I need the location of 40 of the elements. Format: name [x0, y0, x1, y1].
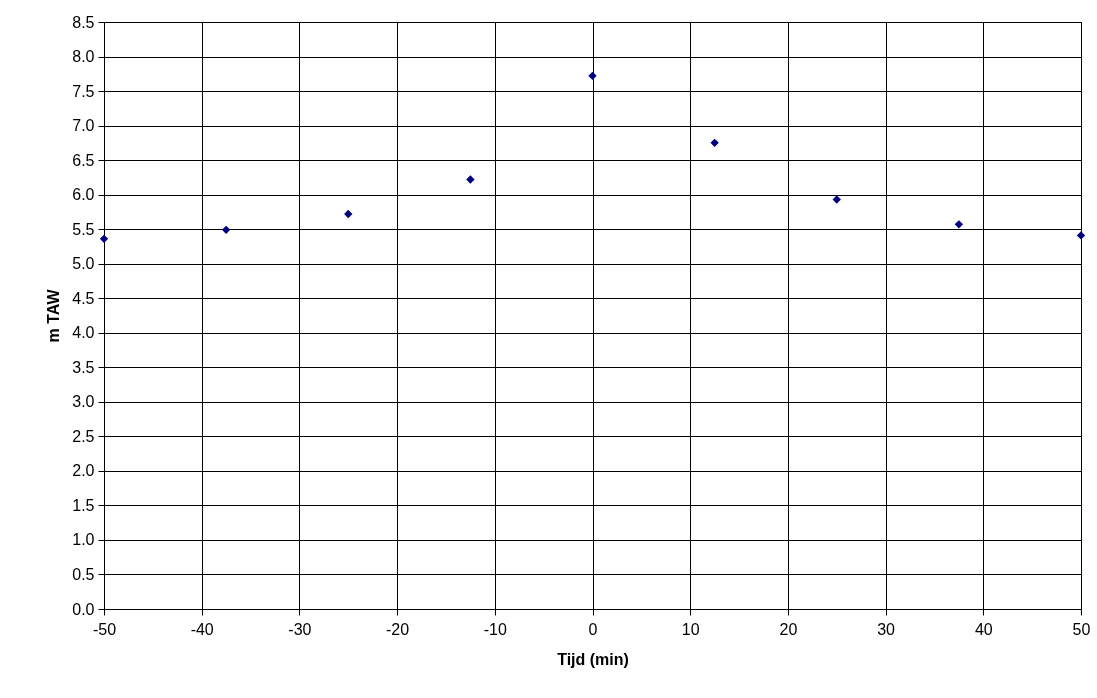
y-tick-label: 2.0: [72, 462, 95, 480]
y-tick-label: 5.0: [72, 255, 95, 273]
point: [1076, 231, 1086, 240]
y-tick-label: 5.5: [72, 220, 95, 238]
y-tick-label: 6.0: [72, 186, 95, 204]
x-tick-label: -20: [386, 620, 410, 638]
y-tick-label: 3.0: [72, 393, 95, 411]
y-tick-label: 6.5: [72, 151, 95, 169]
point: [588, 71, 597, 81]
y-tick-label: 0.5: [72, 565, 95, 583]
point: [466, 175, 475, 184]
point: [344, 209, 353, 219]
y-tick-label: 4.0: [72, 324, 95, 342]
x-tick-label: -30: [288, 620, 312, 638]
y-tick-label: 8.5: [72, 13, 95, 31]
x-tick-label: 50: [1072, 620, 1091, 638]
y-tick-label: 1.0: [72, 531, 95, 549]
y-tick-label: 7.5: [72, 82, 95, 100]
point: [99, 234, 109, 244]
point: [832, 195, 841, 204]
y-axis-title: m TAW: [45, 288, 63, 343]
x-tick-label: -10: [483, 620, 507, 638]
x-tick-label: 40: [974, 620, 993, 638]
x-tick-label: 10: [681, 620, 700, 638]
x-tick-label: -40: [190, 620, 214, 638]
point: [710, 138, 719, 148]
x-tick-label: -50: [92, 620, 117, 638]
y-tick-label: 8.0: [72, 48, 95, 66]
point: [954, 220, 964, 229]
y-tick-label: 7.0: [72, 117, 95, 135]
y-tick-label: 4.5: [72, 289, 95, 307]
y-tick-label: 0.0: [72, 600, 95, 618]
x-tick-label: 30: [877, 620, 896, 638]
x-tick-label: 20: [779, 620, 798, 638]
x-tick-label: 0: [588, 620, 598, 638]
y-tick-label: 2.5: [72, 427, 95, 445]
point: [221, 225, 231, 235]
x-axis-title: Tijd (min): [557, 650, 629, 668]
y-tick-label: 3.5: [72, 358, 95, 376]
y-tick-label: 1.5: [72, 496, 95, 514]
